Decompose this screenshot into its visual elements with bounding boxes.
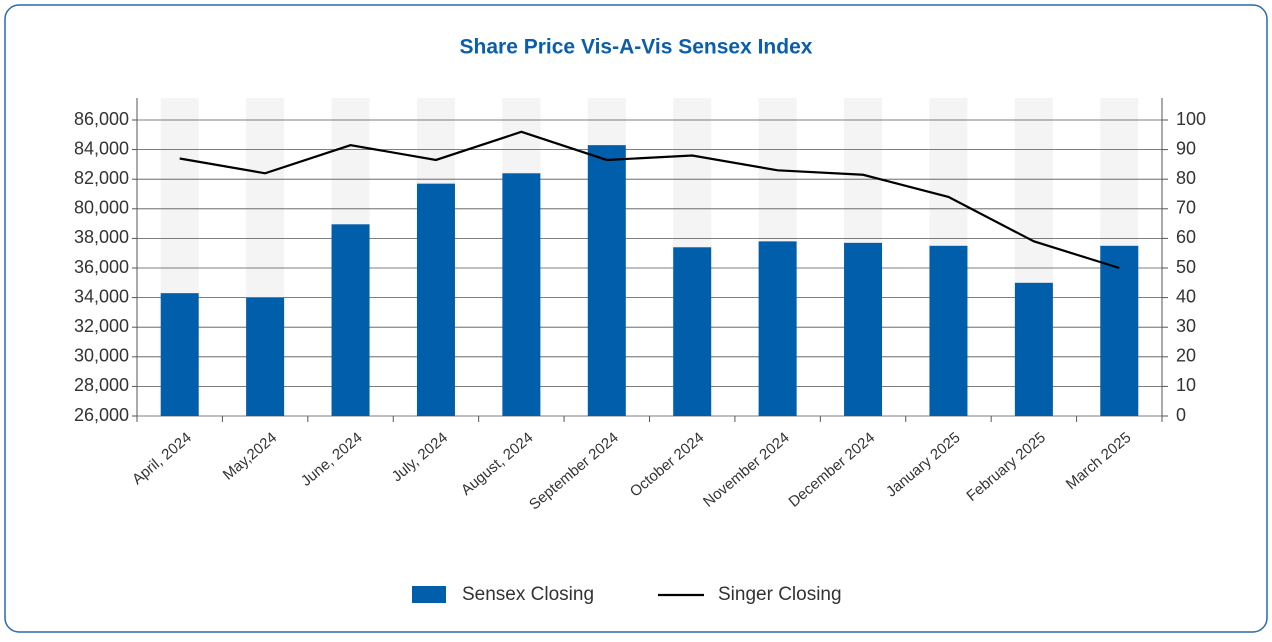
- y-tick-label: 38,000: [74, 227, 129, 247]
- y-tick-label: 32,000: [74, 316, 129, 336]
- y-tick-label: 28,000: [74, 375, 129, 395]
- bar: [331, 224, 370, 416]
- y-tick-label: 30,000: [74, 346, 129, 366]
- legend-label: Singer Closing: [718, 584, 842, 605]
- y2-tick-label: 0: [1176, 405, 1186, 425]
- y-tick-label: 34,000: [74, 286, 129, 306]
- line: [179, 130, 1120, 270]
- y2-tick-label: 70: [1176, 198, 1196, 218]
- y2-tick-label: 10: [1176, 375, 1196, 395]
- bar: [160, 293, 199, 416]
- bar: [416, 183, 455, 416]
- y2-tick-label: 80: [1176, 168, 1196, 188]
- y2-tick-label: 60: [1176, 227, 1196, 247]
- y2-tick-label: 50: [1176, 257, 1196, 277]
- bar: [758, 241, 797, 416]
- bar: [1014, 282, 1053, 416]
- y-tick-label: 86,000: [74, 109, 129, 129]
- y-tick-label: 36,000: [74, 257, 129, 277]
- y2-tick-label: 90: [1176, 138, 1196, 158]
- bar: [929, 245, 968, 416]
- bar: [844, 242, 883, 416]
- y2-tick-label: 100: [1176, 109, 1206, 129]
- legend-label: Sensex Closing: [462, 584, 594, 605]
- y2-tick-label: 20: [1176, 346, 1196, 366]
- bar: [502, 173, 541, 416]
- bar: [1100, 245, 1139, 416]
- y-tick-label: 84,000: [74, 138, 129, 158]
- bar: [673, 247, 712, 416]
- legend-swatch: [412, 586, 446, 603]
- chart-title: Share Price Vis-A-Vis Sensex Index: [460, 36, 813, 59]
- bar: [587, 145, 626, 416]
- y2-tick-label: 30: [1176, 316, 1196, 336]
- y-tick-label: 26,000: [74, 405, 129, 425]
- bar: [246, 297, 285, 416]
- y-tick-label: 82,000: [74, 168, 129, 188]
- y2-tick-label: 40: [1176, 286, 1196, 306]
- y-tick-label: 80,000: [74, 198, 129, 218]
